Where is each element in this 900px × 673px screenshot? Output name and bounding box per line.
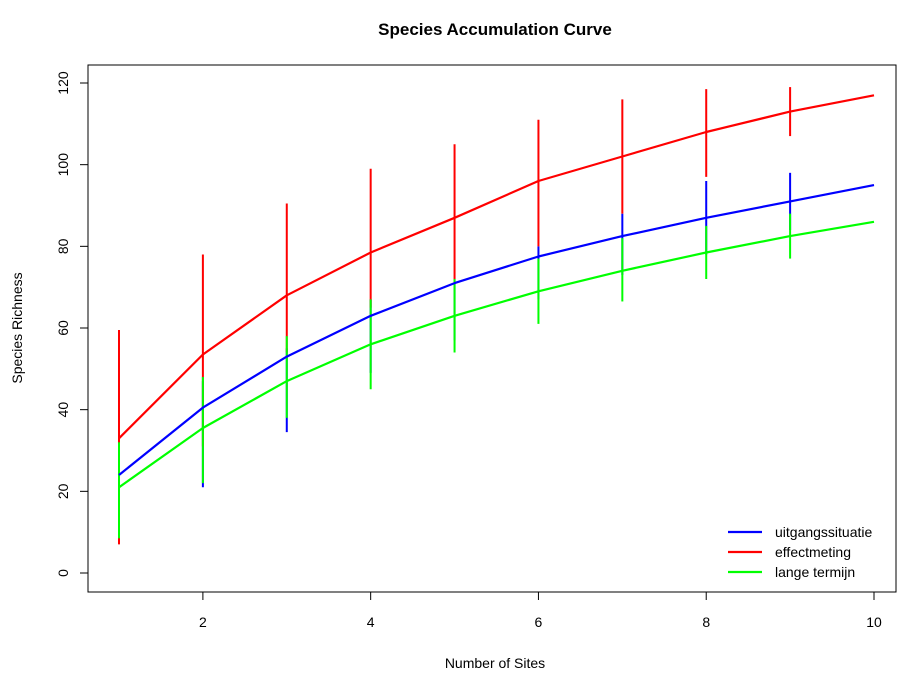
plot-frame [87, 64, 897, 593]
legend-label: uitgangssituatie [775, 524, 873, 540]
y-axis-label: Species Richness [9, 272, 25, 383]
chart-title: Species Accumulation Curve [378, 20, 612, 39]
series-line [118, 184, 875, 476]
y-tick-label: 80 [55, 238, 71, 254]
series-line [118, 220, 875, 489]
y-tick-label: 120 [55, 71, 71, 95]
y-tick-label: 0 [55, 569, 71, 577]
series-line [118, 94, 875, 440]
x-tick-label: 4 [367, 614, 375, 630]
x-tick-label: 10 [866, 614, 882, 630]
series-lines [118, 94, 875, 489]
x-tick-label: 8 [702, 614, 710, 630]
legend: uitgangssituatie effectmeting lange termij… [728, 524, 873, 580]
y-tick-label: 60 [55, 320, 71, 336]
y-tick-label: 100 [55, 153, 71, 177]
legend-label: effectmeting [775, 544, 851, 560]
x-tick-label: 2 [199, 614, 207, 630]
y-tick-label: 40 [55, 402, 71, 418]
legend-label: lange termijn [775, 564, 855, 580]
x-axis-label: Number of Sites [445, 655, 545, 671]
y-tick-label: 20 [55, 483, 71, 499]
y-axis: 0 20 40 60 80 100 120 [55, 71, 89, 577]
x-tick-label: 6 [535, 614, 543, 630]
x-axis: 2 4 6 8 10 [199, 591, 882, 630]
